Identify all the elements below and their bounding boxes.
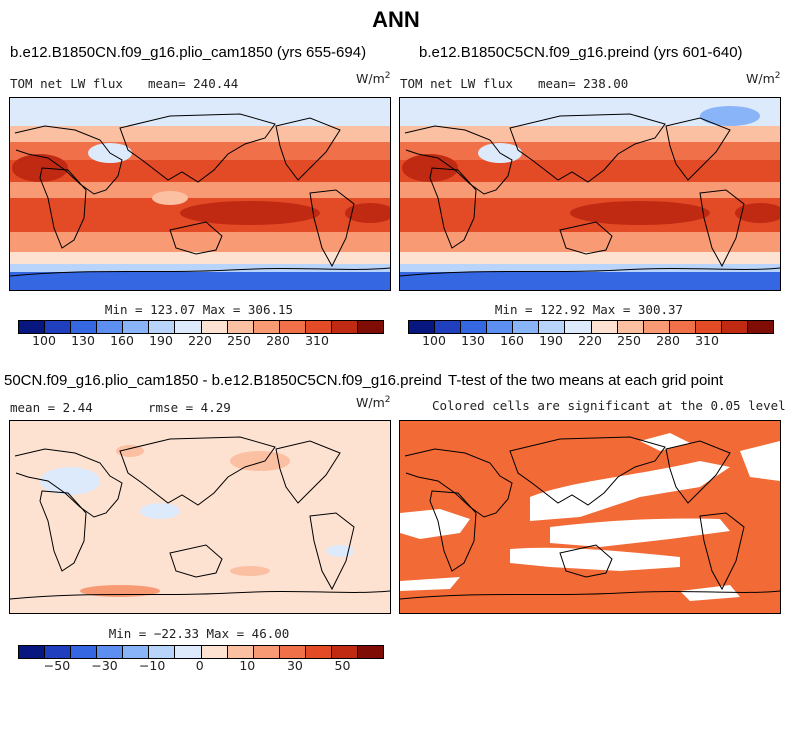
colorbar-ticks-bottom-left: −50 −30 −10 0 10 30 50 [18, 658, 382, 674]
panel-title-top-right: b.e12.B1850C5CN.f09_g16.preind (yrs 601-… [419, 44, 743, 61]
colorbar-swatch [591, 321, 618, 333]
colorbar-swatch [149, 321, 176, 333]
tick-label: 280 [656, 333, 680, 348]
colorbar-swatch [253, 321, 280, 333]
colorbar-swatch [513, 321, 540, 333]
tick-label: 50 [334, 658, 351, 673]
colorbar-swatch [305, 646, 332, 658]
colorbar-top-left [18, 320, 384, 334]
units-label-bottom-left: W/m2 [356, 395, 391, 411]
colorbar-swatch [201, 321, 228, 333]
rmse-label-bottom-left: rmse = 4.29 [148, 400, 231, 415]
tick-label: 190 [149, 333, 173, 348]
colorbar-swatch [201, 646, 228, 658]
colorbar-swatch [721, 321, 749, 333]
tick-label: 130 [461, 333, 485, 348]
colorbar-swatch [71, 646, 98, 658]
figure-title: ANN [372, 7, 420, 32]
tick-label: −50 [43, 658, 71, 673]
mean-label-bottom-left: mean = 2.44 [10, 400, 93, 415]
colorbar-swatch [461, 321, 488, 333]
tick-label: 310 [305, 333, 329, 348]
colorbar-top-right [408, 320, 774, 334]
colorbar-swatch [227, 321, 254, 333]
colorbar-ticks-top-right: 100 130 160 190 220 250 280 310 [408, 333, 772, 349]
colorbar-swatch [227, 646, 254, 658]
colorbar-swatch [435, 321, 462, 333]
colorbar-swatch [565, 321, 592, 333]
colorbar-swatch [149, 646, 176, 658]
tick-label: 310 [695, 333, 719, 348]
colorbar-swatch [45, 646, 72, 658]
colorbar-swatch [695, 321, 722, 333]
colorbar-ticks-top-left: 100 130 160 190 220 250 280 310 [18, 333, 382, 349]
variable-label-top-left: TOM net LW flux [10, 76, 123, 91]
colorbar-swatch [45, 321, 72, 333]
minmax-bottom-left: Min = −22.33 Max = 46.00 [108, 626, 290, 641]
colorbar-swatch [539, 321, 566, 333]
colorbar-swatch [19, 321, 46, 333]
map-bottom-right [399, 420, 781, 614]
minmax-top-left: Min = 123.07 Max = 306.15 [104, 302, 294, 317]
colorbar-swatch [331, 321, 359, 333]
colorbar-swatch [487, 321, 514, 333]
units-label-top-right: W/m2 [746, 71, 781, 87]
tick-label: 280 [266, 333, 290, 348]
mean-label-top-right: mean= 238.00 [538, 76, 629, 91]
tick-label: 130 [71, 333, 95, 348]
colorbar-swatch [71, 321, 98, 333]
panel-title-bottom-left: 50CN.f09_g16.plio_cam1850 - b.e12.B1850C… [4, 372, 442, 389]
colorbar-swatch [643, 321, 670, 333]
panel-title-bottom-right: T-test of the two means at each grid poi… [448, 372, 724, 389]
tick-label: −10 [138, 658, 166, 673]
mean-label-top-left: mean= 240.44 [148, 76, 239, 91]
colorbar-swatch [175, 646, 202, 658]
units-label-top-left: W/m2 [356, 71, 391, 87]
colorbar-swatch [123, 646, 150, 658]
tick-label: 100 [32, 333, 56, 348]
colorbar-swatch [97, 321, 124, 333]
tick-label: 30 [286, 658, 303, 673]
tick-label: 250 [227, 333, 251, 348]
colorbar-bottom-left [18, 645, 384, 659]
colorbar-swatch [279, 321, 306, 333]
tick-label: 250 [617, 333, 641, 348]
colorbar-swatch [331, 646, 359, 658]
colorbar-swatch [617, 321, 644, 333]
colorbar-swatch [175, 321, 202, 333]
map-top-left [9, 97, 391, 291]
map-top-right [399, 97, 781, 291]
colorbar-swatch [123, 321, 150, 333]
minmax-top-right: Min = 122.92 Max = 300.37 [494, 302, 684, 317]
map-bottom-left [9, 420, 391, 614]
variable-label-top-right: TOM net LW flux [400, 76, 513, 91]
colorbar-swatch [358, 646, 384, 658]
tick-label: 100 [422, 333, 446, 348]
colorbar-swatch [19, 646, 46, 658]
tick-label: 160 [110, 333, 134, 348]
colorbar-swatch [409, 321, 436, 333]
tick-label: 160 [500, 333, 524, 348]
colorbar-swatch [305, 321, 332, 333]
colorbar-swatch [669, 321, 696, 333]
panel-title-top-left: b.e12.B1850CN.f09_g16.plio_cam1850 (yrs … [10, 44, 367, 61]
panel-subtitle-bottom-right: Colored cells are significant at the 0.0… [432, 398, 786, 413]
tick-label: −30 [91, 658, 118, 673]
tick-label: 220 [578, 333, 602, 348]
tick-label: 0 [195, 658, 204, 673]
tick-label: 10 [239, 658, 256, 673]
colorbar-swatch [748, 321, 774, 333]
tick-label: 220 [188, 333, 212, 348]
colorbar-swatch [97, 646, 124, 658]
colorbar-swatch [358, 321, 384, 333]
colorbar-swatch [253, 646, 280, 658]
tick-label: 190 [539, 333, 563, 348]
colorbar-swatch [279, 646, 306, 658]
